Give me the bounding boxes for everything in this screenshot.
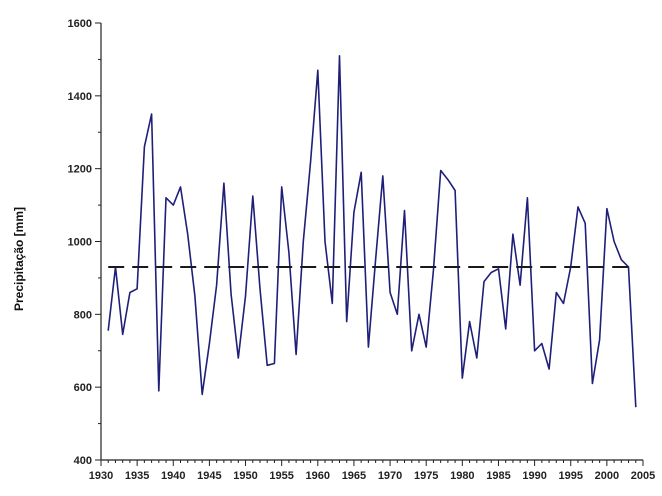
- x-tick-label: 1975: [414, 470, 438, 482]
- y-tick-label: 1200: [68, 164, 92, 176]
- x-tick-label: 1935: [125, 470, 149, 482]
- x-tick-label: 1995: [558, 470, 582, 482]
- x-tick-label: 1985: [486, 470, 510, 482]
- x-tick-label: 1955: [269, 470, 293, 482]
- x-tick-label: 2005: [631, 470, 655, 482]
- x-tick-label: 1930: [89, 470, 113, 482]
- y-tick-label: 1600: [68, 18, 92, 30]
- x-tick-label: 1970: [378, 470, 402, 482]
- y-axis-title: Precipitação [mm]: [12, 207, 26, 311]
- data-layer: [107, 54, 637, 408]
- y-tick-label: 400: [74, 455, 92, 467]
- y-tick-label: 1000: [68, 237, 92, 249]
- precipitation-series-line: [107, 54, 637, 408]
- x-tick-label: 1990: [522, 470, 546, 482]
- axes-layer: 400 600 800 1000 1200 1400 1600 1930 1935 1940 194…: [68, 18, 656, 482]
- x-tick-label: 1940: [161, 470, 185, 482]
- x-tick-label: 1965: [342, 470, 366, 482]
- x-tick-label: 1980: [450, 470, 474, 482]
- y-tick-label: 1400: [68, 91, 92, 103]
- y-tick-label: 600: [74, 382, 92, 394]
- x-tick-label: 2000: [595, 470, 619, 482]
- x-tick-label: 1945: [197, 470, 221, 482]
- x-tick-label: 1960: [306, 470, 330, 482]
- y-tick-label: 800: [74, 309, 92, 321]
- x-tick-label: 1950: [233, 470, 257, 482]
